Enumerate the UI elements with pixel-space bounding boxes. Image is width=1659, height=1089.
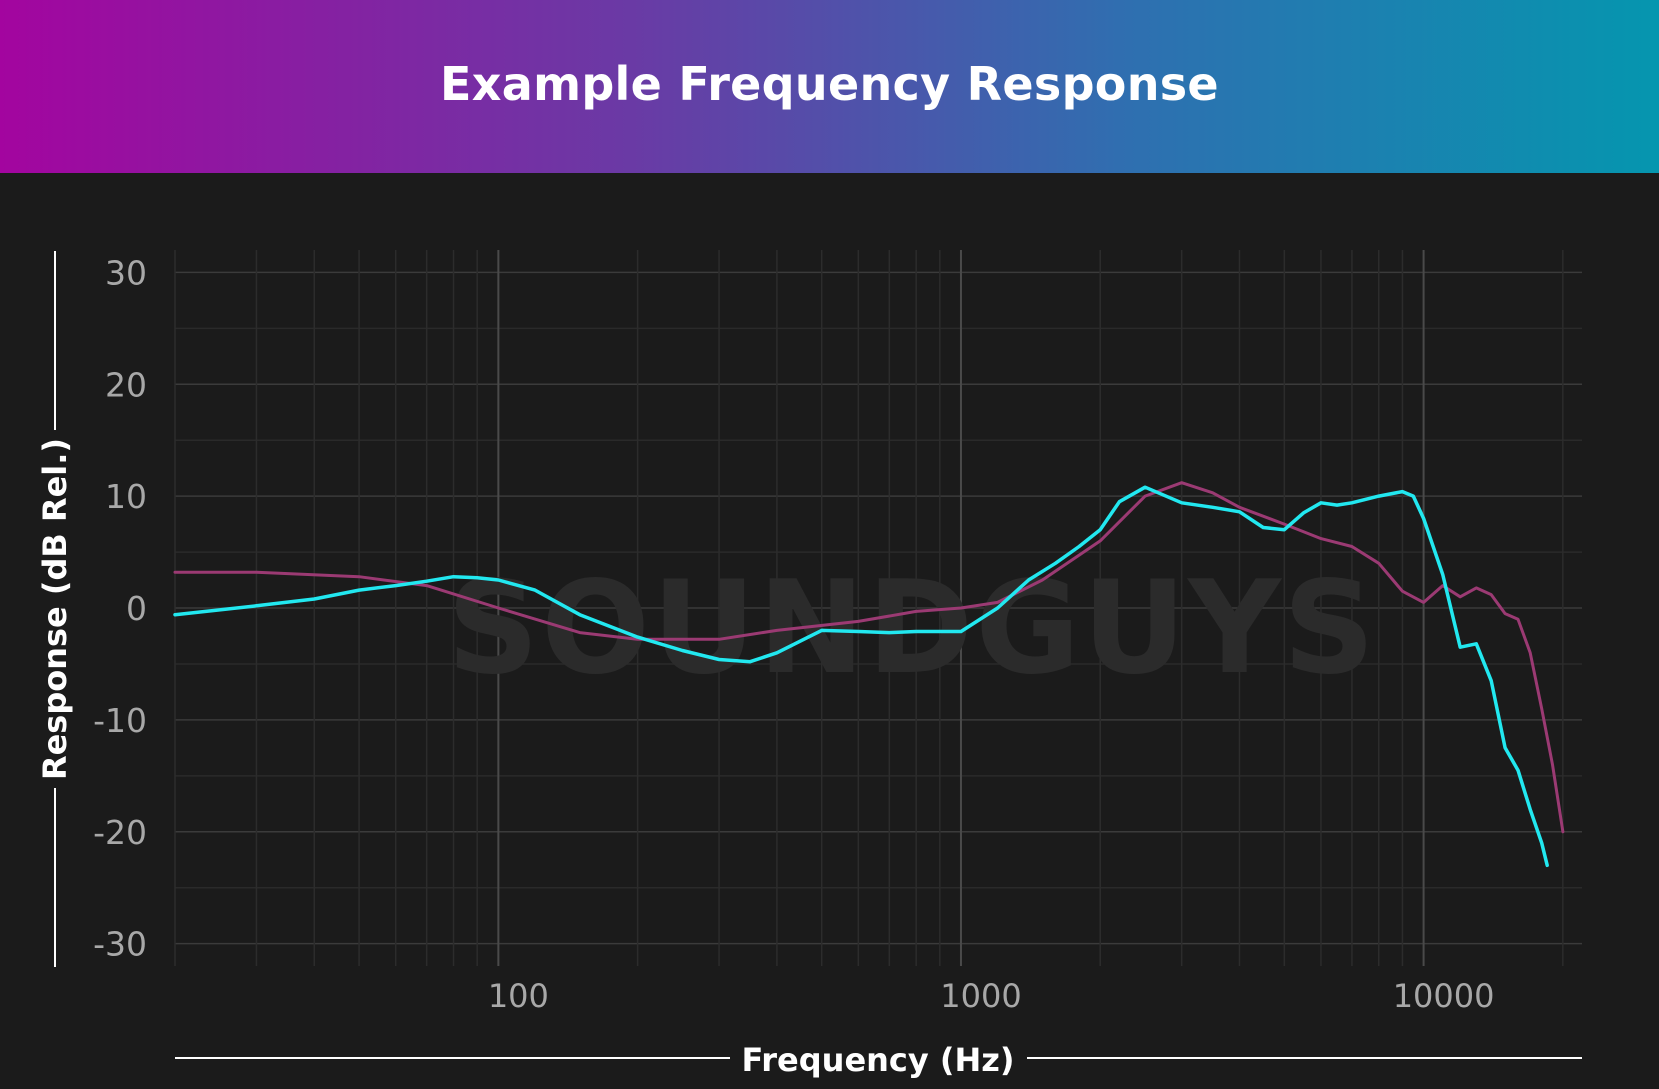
title-banner: Example Frequency Response xyxy=(0,0,1659,173)
y-tick-label: 10 xyxy=(105,477,147,516)
x-axis-label: Frequency (Hz) xyxy=(741,1041,1014,1079)
chart-title: Example Frequency Response xyxy=(440,56,1219,111)
x-tick-label: 100 xyxy=(488,977,549,1015)
y-tick-label: 0 xyxy=(126,589,147,628)
series-line-1 xyxy=(173,481,1565,834)
grid xyxy=(174,250,1582,966)
y-tick-labels: 30 20 10 0 -10 -20 -30 xyxy=(93,253,147,963)
y-tick-label: -30 xyxy=(93,925,147,964)
y-tick-label: -10 xyxy=(93,701,147,740)
axis-decorations xyxy=(54,251,1582,1059)
y-tick-label: 20 xyxy=(105,365,147,404)
x-tick-label: 1000 xyxy=(940,977,1021,1015)
series-group xyxy=(173,481,1565,868)
x-tick-label: 10000 xyxy=(1393,977,1495,1015)
series-line-2 xyxy=(173,485,1549,868)
y-tick-label: 30 xyxy=(105,253,147,292)
y-tick-label: -20 xyxy=(93,813,147,852)
watermark-text: SOUNDGUYS xyxy=(447,554,1377,703)
y-axis-label: Response (dB Rel.) xyxy=(36,438,74,780)
x-tick-labels: 100 1000 10000 xyxy=(488,977,1495,1015)
